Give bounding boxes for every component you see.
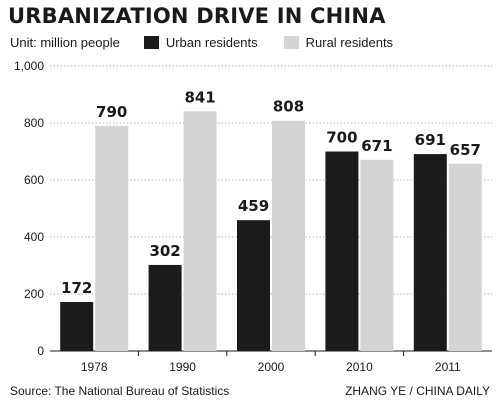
bar-rural — [183, 111, 217, 351]
legend-item-rural: Rural residents — [283, 34, 394, 50]
bar-urban — [148, 264, 182, 351]
y-tick-label: 800 — [24, 116, 44, 130]
data-label: 841 — [184, 88, 215, 106]
bar-urban — [60, 301, 94, 351]
x-tick-label: 2000 — [258, 360, 285, 374]
legend-swatch-rural — [283, 35, 299, 49]
data-label: 808 — [273, 98, 304, 116]
legend: Unit: million people Urban residents Rur… — [10, 34, 419, 50]
y-tick-label: 400 — [24, 230, 44, 244]
source-note: Source: The National Bureau of Statistic… — [10, 384, 230, 398]
legend-item-urban: Urban residents — [143, 34, 258, 50]
legend-swatch-urban — [143, 35, 159, 49]
bar-urban — [413, 154, 447, 351]
legend-label-urban: Urban residents — [165, 34, 258, 50]
data-label: 459 — [238, 197, 269, 215]
credit-note: ZHANG YE / CHINA DAILY — [345, 384, 490, 398]
x-tick-label: 2011 — [435, 360, 461, 374]
chart-title: URBANIZATION DRIVE IN CHINA — [8, 4, 386, 28]
data-label: 700 — [326, 129, 357, 147]
x-tick-label: 2010 — [346, 360, 373, 374]
y-tick-label: 600 — [24, 173, 44, 187]
data-label: 671 — [361, 137, 392, 155]
x-tick-label: 1978 — [81, 360, 108, 374]
y-tick-label: 0 — [37, 344, 44, 358]
unit-label: Unit: million people — [10, 34, 120, 50]
data-label: 691 — [415, 131, 446, 149]
legend-label-rural: Rural residents — [305, 34, 394, 50]
x-tick-label: 1990 — [169, 360, 196, 374]
data-label: 790 — [96, 103, 127, 121]
y-tick-label: 1,000 — [14, 59, 44, 73]
bar-urban — [325, 151, 359, 351]
data-label: 302 — [149, 242, 180, 260]
data-label: 657 — [450, 141, 481, 159]
bar-rural — [360, 159, 394, 351]
data-label: 172 — [61, 279, 92, 297]
y-tick-label: 200 — [24, 287, 44, 301]
bar-urban — [237, 220, 270, 351]
bar-rural — [272, 120, 305, 351]
bar-rural — [448, 163, 482, 351]
bar-rural — [95, 125, 129, 351]
